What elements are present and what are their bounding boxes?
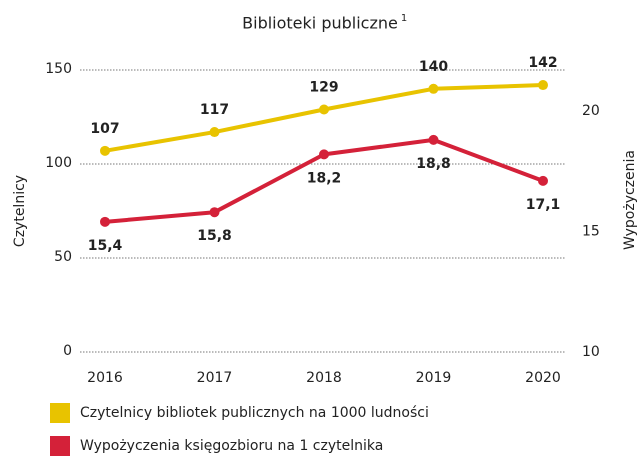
y-tick-label: 50: [54, 249, 72, 265]
value-label: 117: [200, 102, 229, 118]
y2-axis-label: Wypożyczenia: [622, 150, 638, 250]
point: [538, 175, 548, 186]
chart-title: Biblioteki publiczne: [242, 14, 398, 33]
point: [100, 216, 110, 227]
point: [319, 149, 329, 160]
y-axis-label: Czytelnicy: [12, 175, 28, 247]
y2-tick-label: 15: [582, 223, 600, 239]
point: [538, 80, 548, 91]
title-note: 1: [401, 13, 407, 24]
y-tick-label: 0: [63, 343, 72, 359]
value-label: 17,1: [526, 197, 561, 213]
legend-label: Wypożyczenia księgozbioru na 1 czytelnik…: [80, 438, 383, 454]
point: [428, 83, 439, 94]
legend-label: Czytelnicy bibliotek publicznych na 1000…: [80, 405, 429, 421]
value-label: 140: [419, 59, 448, 75]
value-label: 142: [528, 55, 557, 71]
point: [209, 127, 220, 138]
value-label: 129: [309, 79, 338, 95]
point: [100, 145, 110, 156]
value-label: 107: [90, 121, 119, 137]
point: [209, 207, 220, 218]
value-label: 15,8: [197, 228, 232, 244]
value-label: 15,4: [88, 238, 123, 254]
x-tick-label: 2016: [87, 370, 123, 386]
point: [428, 134, 439, 145]
legend-swatch: [50, 403, 70, 423]
y2-tick-label: 20: [582, 103, 600, 119]
x-tick-label: 2017: [197, 370, 233, 386]
x-tick-label: 2018: [306, 370, 342, 386]
value-label: 18,2: [307, 170, 342, 186]
x-tick-label: 2019: [416, 370, 452, 386]
y-tick-label: 100: [45, 155, 72, 171]
point: [319, 104, 329, 115]
legend-swatch: [50, 436, 70, 456]
y-tick-label: 150: [45, 61, 72, 77]
x-tick-label: 2020: [525, 370, 561, 386]
value-label: 18,8: [416, 156, 451, 172]
y2-tick-label: 10: [582, 344, 600, 360]
